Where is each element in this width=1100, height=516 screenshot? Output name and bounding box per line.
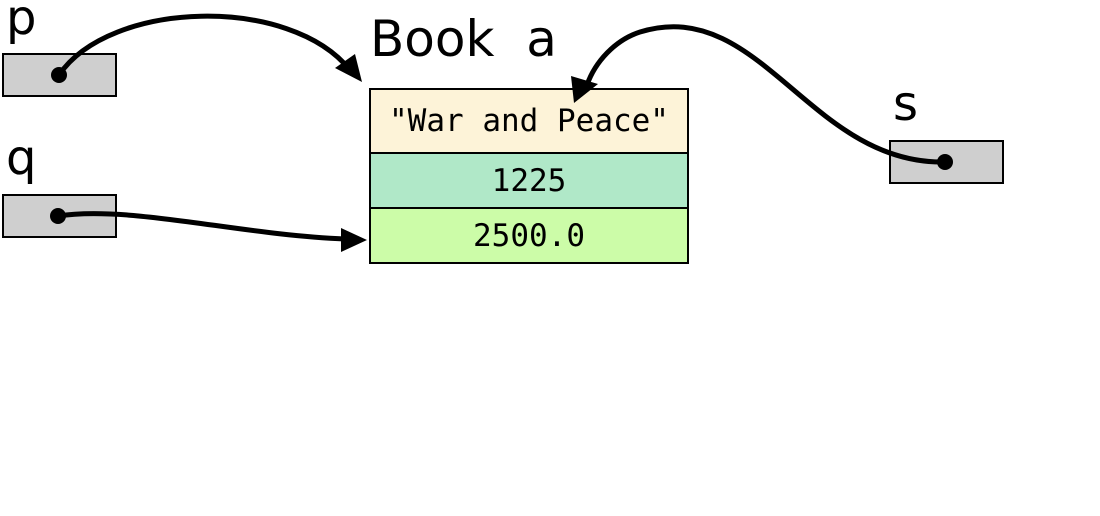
field-title: "War and Peace" — [371, 90, 687, 152]
variable-label-s: s — [893, 76, 919, 132]
reference-box-p — [2, 53, 117, 97]
field-price: 2500.0 — [371, 207, 687, 262]
reference-box-s — [889, 140, 1004, 184]
object-title: Book a — [370, 14, 557, 64]
field-pages: 1225 — [371, 152, 687, 207]
object-type-name: Book — [370, 10, 495, 68]
reference-box-q — [2, 194, 117, 238]
object-variable-name: a — [526, 10, 557, 68]
variable-label-p: p — [6, 0, 37, 46]
book-object: "War and Peace" 1225 2500.0 — [369, 88, 689, 264]
variable-label-q: q — [6, 130, 37, 186]
